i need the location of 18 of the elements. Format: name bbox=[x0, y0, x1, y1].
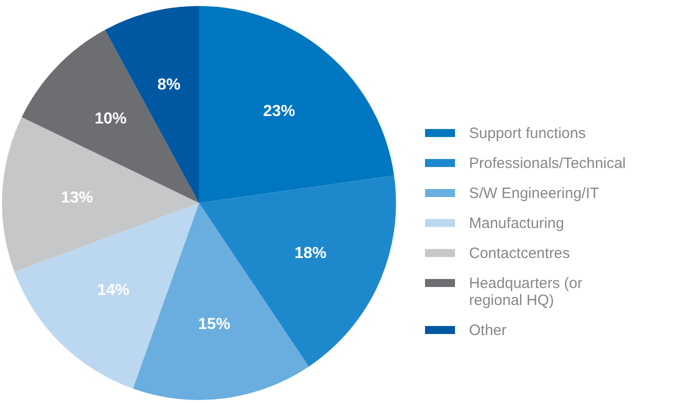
data-label: 14% bbox=[97, 282, 130, 300]
pie-slice bbox=[22, 30, 199, 203]
legend-label: Manufacturing bbox=[469, 215, 564, 232]
legend-label: S/W Engineering/IT bbox=[469, 185, 600, 202]
data-label: 15% bbox=[198, 316, 230, 334]
legend-label: Headquarters (or regional HQ) bbox=[469, 275, 582, 309]
legend-label: Support functions bbox=[469, 125, 586, 142]
data-label: 8% bbox=[157, 76, 180, 94]
data-label: 10% bbox=[94, 110, 127, 128]
data-label: 13% bbox=[60, 189, 94, 206]
legend-label: Contactcentres bbox=[469, 245, 570, 262]
data-label: 18% bbox=[294, 244, 327, 262]
legend-label: Other bbox=[469, 322, 507, 339]
data-label: 23% bbox=[263, 102, 296, 120]
legend-label: Professionals/Technical bbox=[469, 155, 626, 172]
pie-slice bbox=[14, 203, 199, 389]
pie-slice bbox=[199, 176, 396, 367]
pie-slice bbox=[199, 6, 394, 203]
